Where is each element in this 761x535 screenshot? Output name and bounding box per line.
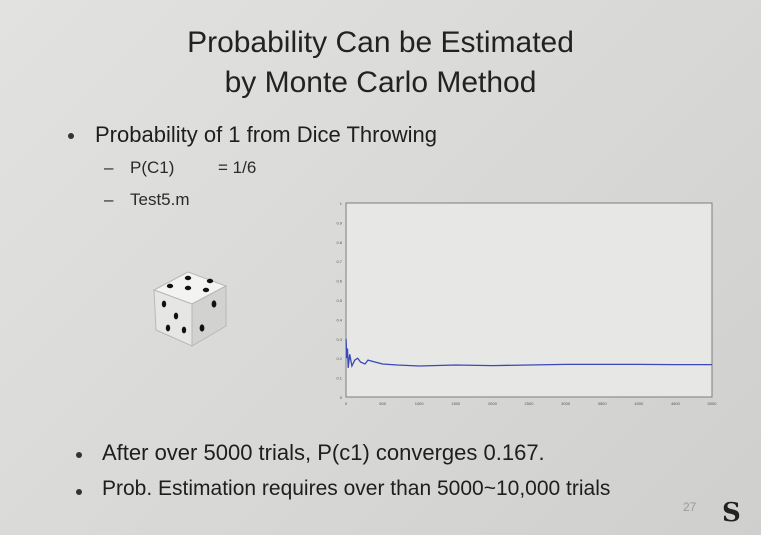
- x-tick-label: 2000: [488, 401, 498, 406]
- x-tick-label: 2500: [525, 401, 535, 406]
- y-tick-label: 0.1: [336, 376, 342, 381]
- bullet-dot: [68, 133, 74, 139]
- x-tick-label: 3000: [561, 401, 571, 406]
- x-tick-label: 5000: [708, 401, 718, 406]
- page-number: 27: [683, 500, 697, 514]
- bullet-dot: [76, 452, 82, 458]
- slide-title-line2: by Monte Carlo Method: [224, 66, 537, 99]
- sub-pc1-label: P(C1): [130, 158, 175, 177]
- y-tick-label: 0: [340, 395, 343, 400]
- plot-area: [345, 202, 713, 398]
- y-tick-label: 0.5: [336, 298, 342, 303]
- y-tick-label: 1: [340, 201, 343, 206]
- series-line: [345, 338, 712, 369]
- bullet-estimation: Prob. Estimation requires over than 5000…: [102, 477, 611, 500]
- y-tick-label: 0.3: [336, 337, 342, 342]
- x-tick-label: 500: [379, 401, 386, 406]
- x-tick-label: 1500: [451, 401, 461, 406]
- logo: S: [722, 498, 741, 528]
- sub-test5m: Test5.m: [130, 190, 190, 209]
- x-tick-label: 1000: [415, 401, 425, 406]
- y-tick-label: 0.7: [336, 259, 342, 264]
- sub-dash: –: [104, 158, 114, 177]
- bullet-dice-throwing: Probability of 1 from Dice Throwing: [95, 122, 437, 147]
- y-tick-label: 0.9: [336, 220, 342, 225]
- y-tick-label: 0.8: [336, 240, 342, 245]
- bullet-dot: [76, 489, 82, 495]
- dice-icon: [152, 271, 228, 347]
- sub-dash: –: [104, 190, 114, 209]
- y-tick-label: 0.4: [336, 317, 342, 322]
- sub-pc1-value: = 1/6: [218, 158, 257, 177]
- y-tick-label: 0.2: [336, 356, 342, 361]
- y-tick-label: 0.6: [336, 279, 342, 284]
- x-tick-label: 0: [345, 401, 348, 406]
- bullet-convergence: After over 5000 trials, P(c1) converges …: [102, 440, 545, 465]
- slide-title-line1: Probability Can be Estimated: [187, 26, 574, 59]
- convergence-chart: 0 0.1 0.2 0.3 0.4 0.5 0.6 0.7 0.8 0.9 1 0 500 1000 15…: [336, 201, 718, 406]
- x-tick-label: 4000: [634, 401, 644, 406]
- x-tick-label: 3500: [598, 401, 608, 406]
- x-tick-label: 4500: [671, 401, 681, 406]
